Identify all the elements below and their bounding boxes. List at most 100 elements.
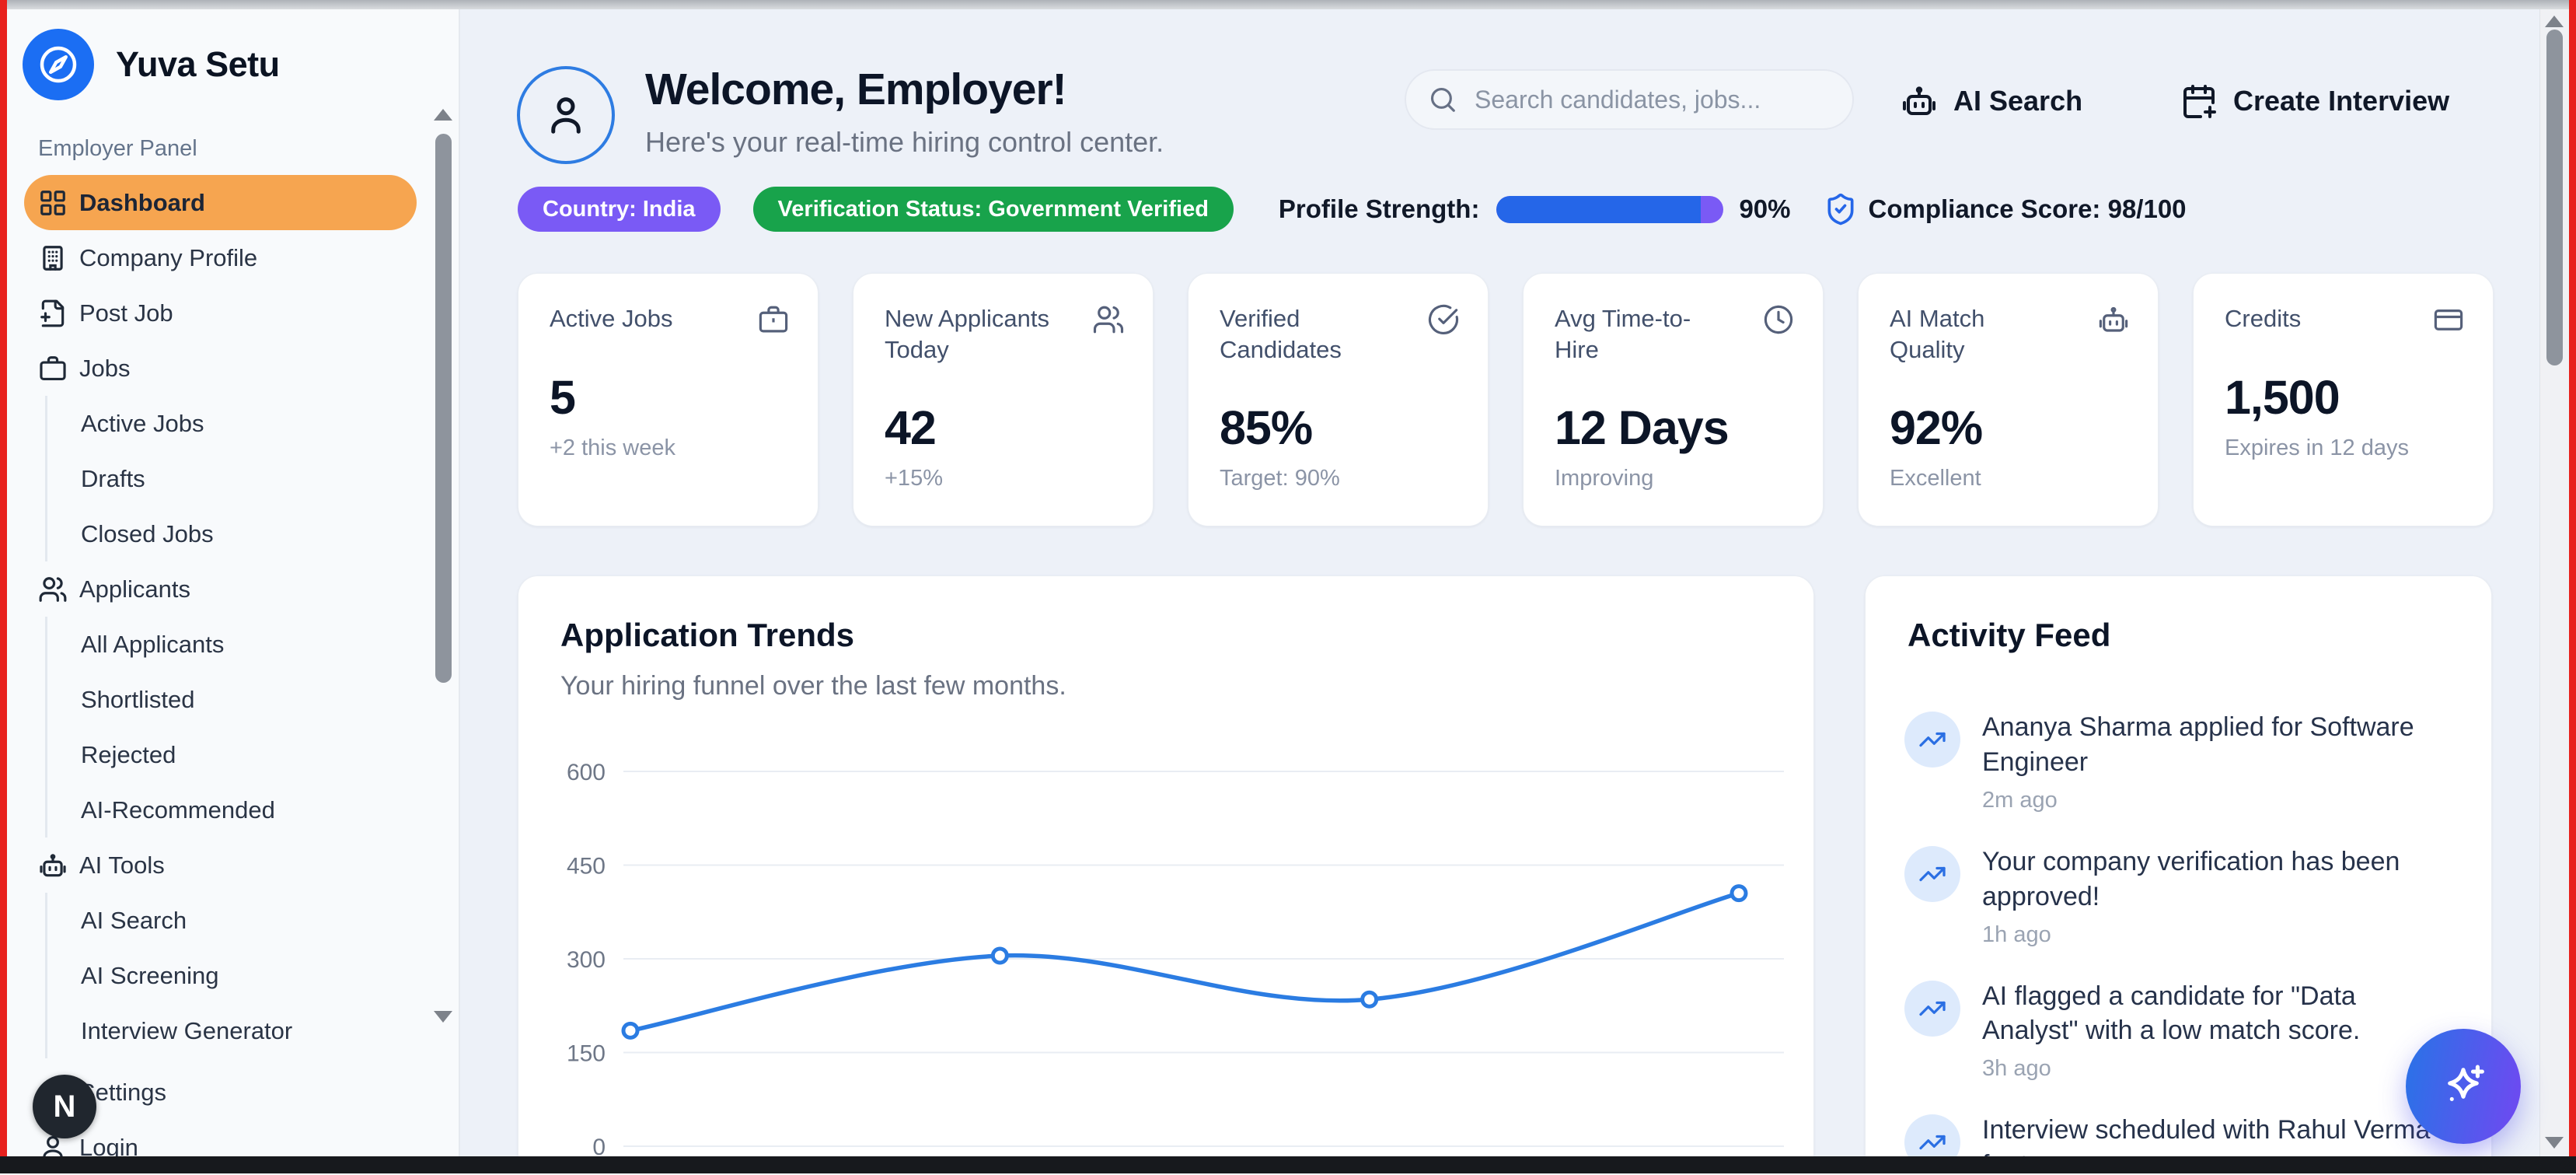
stats-row: Active Jobs 5 +2 this week New Applicant… <box>518 273 2494 526</box>
sidebar-item-rejected[interactable]: Rejected <box>47 727 459 782</box>
stat-sub: Expires in 12 days <box>2225 435 2409 460</box>
global-search[interactable] <box>1405 69 1854 130</box>
window-left-border <box>0 0 7 1173</box>
window-top-edge <box>0 0 2576 9</box>
stat-value: 42 <box>885 401 937 455</box>
user-icon <box>38 1133 68 1163</box>
sidebar-item-interview-generator[interactable]: Interview Generator <box>47 1003 459 1058</box>
application-trends-chart: 600 450 300 150 0 <box>567 760 1784 1156</box>
employer-avatar <box>517 66 615 164</box>
ai-search-button[interactable]: AI Search <box>1901 78 2082 124</box>
sidebar-item-dashboard[interactable]: Dashboard <box>24 175 417 230</box>
stat-value: 85% <box>1220 401 1313 455</box>
sidebar-item-post-job[interactable]: Post Job <box>24 285 417 341</box>
trending-up-icon <box>1904 980 1960 1037</box>
sidebar-item-ai-search[interactable]: AI Search <box>47 893 459 948</box>
stat-card-verified-candidates: Verified Candidates 85% Target: 90% <box>1188 273 1489 526</box>
main-content: Welcome, Employer! Here's your real-time… <box>460 9 2540 1156</box>
stat-value: 1,500 <box>2225 370 2340 424</box>
sidebar-item-label: Post Job <box>79 299 173 327</box>
shield-check-icon <box>1824 192 1858 226</box>
avatar-overlay-badge[interactable]: N <box>33 1075 96 1138</box>
app-title: Yuva Setu <box>116 44 280 84</box>
feed-item[interactable]: AI flagged a candidate for "Data Analyst… <box>1904 979 2457 1082</box>
chart-subtitle: Your hiring funnel over the last few mon… <box>560 671 1066 701</box>
stat-value: 12 Days <box>1555 401 1730 455</box>
sidebar-item-ai-tools[interactable]: AI Tools <box>24 838 417 893</box>
create-interview-button[interactable]: Create Interview <box>2180 78 2449 124</box>
sidebar-item-ai-recommended[interactable]: AI-Recommended <box>47 782 459 838</box>
compliance-score-label: Compliance Score: 98/100 <box>1868 194 2187 223</box>
stat-sub: +2 this week <box>550 435 676 460</box>
svg-text:0: 0 <box>592 1135 606 1156</box>
sidebar-section-label: Employer Panel <box>38 136 197 161</box>
window-bottom-bar <box>0 1156 2576 1173</box>
create-interview-label: Create Interview <box>2233 85 2450 117</box>
stat-value: 92% <box>1890 401 1983 455</box>
sidebar-item-label: AI Search <box>81 906 187 934</box>
sidebar-item-label: Login <box>79 1133 138 1161</box>
sidebar-item-jobs[interactable]: Jobs <box>24 341 417 396</box>
feed-item[interactable]: Ananya Sharma applied for Software Engin… <box>1904 710 2457 813</box>
file-plus-icon <box>38 299 68 328</box>
stat-card-active-jobs: Active Jobs 5 +2 this week <box>518 273 819 526</box>
stat-value: 5 <box>550 370 576 424</box>
scroll-up-arrow[interactable] <box>2545 16 2564 27</box>
sidebar-scrollbar-thumb[interactable] <box>435 134 452 683</box>
stat-sub: Improving <box>1555 466 1654 491</box>
users-icon <box>1092 303 1125 336</box>
sidebar-item-label: Shortlisted <box>81 685 195 713</box>
page-subtitle: Here's your real-time hiring control cen… <box>645 126 1164 158</box>
stat-sub: +15% <box>885 466 943 491</box>
sidebar-item-closed-jobs[interactable]: Closed Jobs <box>47 506 459 561</box>
check-circle-icon <box>1427 303 1460 336</box>
ai-assistant-fab[interactable] <box>2406 1029 2521 1144</box>
sidebar-item-all-applicants[interactable]: All Applicants <box>47 617 459 672</box>
window-scrollbar[interactable] <box>2539 9 2569 1156</box>
search-icon <box>1430 87 1455 112</box>
verification-badge: Verification Status: Government Verified <box>752 187 1234 232</box>
sidebar-scroll-down-arrow[interactable] <box>434 1011 452 1023</box>
grid-icon <box>38 188 68 218</box>
chart-title: Application Trends <box>560 617 855 653</box>
briefcase-icon <box>757 303 790 336</box>
sidebar-item-ai-screening[interactable]: AI Screening <box>47 948 459 1003</box>
activity-feed-card: Activity Feed Ananya Sharma applied for … <box>1865 575 2492 1156</box>
country-badge: Country: India <box>518 187 721 232</box>
sidebar-item-shortlisted[interactable]: Shortlisted <box>47 672 459 727</box>
scroll-down-arrow[interactable] <box>2545 1137 2564 1149</box>
credit-card-icon <box>2432 303 2465 336</box>
trending-up-icon <box>1904 845 1960 902</box>
feed-item[interactable]: Your company verification has been appro… <box>1904 845 2457 948</box>
users-icon <box>38 575 68 604</box>
feed-timestamp: 3h ago <box>1982 1056 2051 1082</box>
sidebar-item-active-jobs[interactable]: Active Jobs <box>47 396 459 451</box>
sidebar-item-label: All Applicants <box>81 630 225 658</box>
search-input[interactable] <box>1473 84 1831 115</box>
sidebar-item-label: AI-Recommended <box>81 796 275 824</box>
sidebar: Yuva Setu Employer Panel Dashboard Compa… <box>7 9 460 1161</box>
ai-search-label: AI Search <box>1953 85 2083 117</box>
sidebar-item-company-profile[interactable]: Company Profile <box>24 230 417 285</box>
sidebar-item-label: Rejected <box>81 740 176 768</box>
svg-text:150: 150 <box>567 1041 606 1067</box>
sidebar-item-label: Applicants <box>79 575 191 603</box>
calendar-plus-icon <box>2183 85 2216 118</box>
sidebar-item-label: AI Screening <box>81 961 219 989</box>
robot-icon <box>38 851 68 880</box>
sidebar-scroll-up-arrow[interactable] <box>434 109 452 121</box>
sidebar-item-label: Drafts <box>81 464 145 492</box>
feed-item[interactable]: Interview scheduled with Rahul Verma for… <box>1904 1113 2457 1156</box>
stat-card-new-applicants: New Applicants Today 42 +15% <box>853 273 1154 526</box>
svg-text:450: 450 <box>567 854 606 880</box>
stat-label: New Applicants Today <box>885 305 1049 363</box>
sidebar-item-login[interactable]: Login <box>24 1120 417 1175</box>
stat-card-credits: Credits 1,500 Expires in 12 days <box>2193 273 2494 526</box>
sidebar-item-applicants[interactable]: Applicants <box>24 561 417 617</box>
window-scrollbar-thumb[interactable] <box>2546 30 2563 365</box>
feed-text: Interview scheduled with Rahul Verma for… <box>1982 1115 2431 1156</box>
feed-text: AI flagged a candidate for "Data Analyst… <box>1982 981 2361 1046</box>
stat-sub: Target: 90% <box>1220 466 1340 491</box>
sidebar-item-drafts[interactable]: Drafts <box>47 451 459 506</box>
sparkles-icon <box>2448 1065 2484 1101</box>
